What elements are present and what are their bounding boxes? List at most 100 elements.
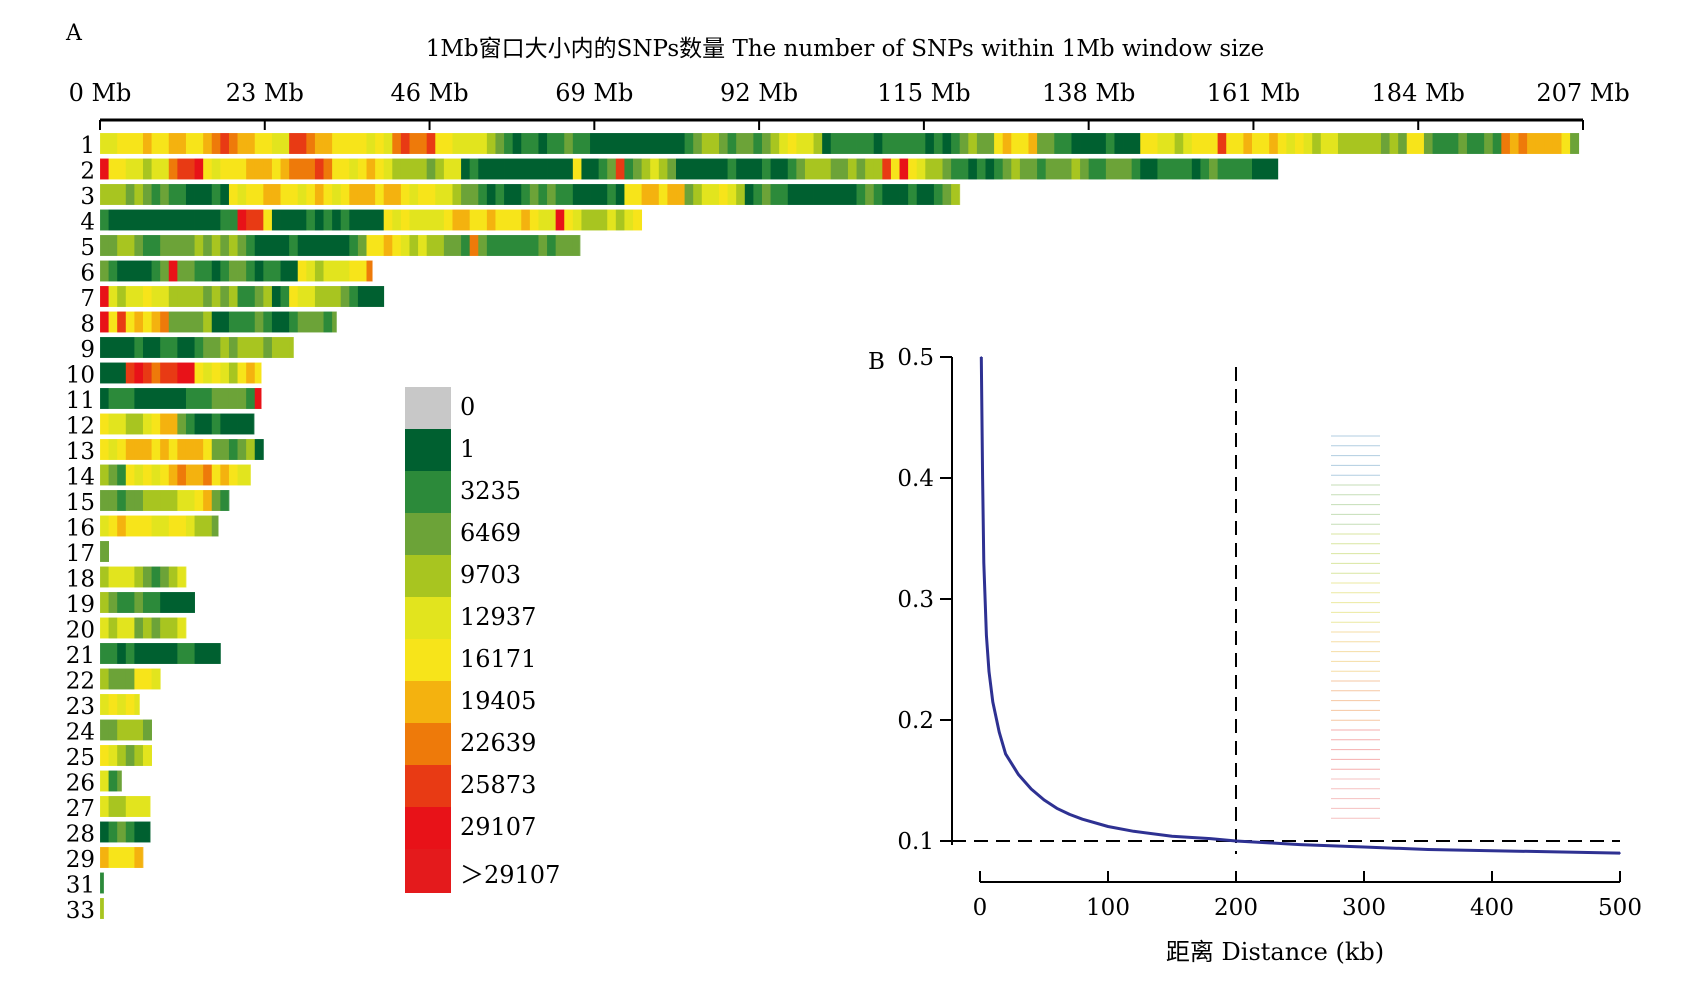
- density-cell: [254, 388, 262, 409]
- density-cell: [254, 158, 264, 180]
- density-cell: [100, 413, 109, 435]
- density-cell: [529, 158, 539, 180]
- density-cell: [117, 311, 127, 333]
- density-cell: [168, 362, 178, 384]
- legend-label: 25873: [460, 771, 536, 799]
- density-cell: [168, 311, 178, 333]
- chromosome-label: 31: [66, 873, 95, 899]
- chromosome-outline: [99, 515, 219, 537]
- density-cell: [108, 388, 118, 409]
- chromosome-bar: [99, 693, 140, 716]
- density-cell: [314, 133, 324, 154]
- density-cell: [366, 260, 373, 282]
- density-cell: [203, 413, 213, 435]
- density-cell: [340, 209, 350, 231]
- density-cell: [254, 439, 264, 460]
- density-cell: [125, 362, 135, 384]
- density-cell: [263, 209, 273, 231]
- density-cell: [211, 209, 221, 231]
- density-cell: [1028, 158, 1038, 180]
- density-cell: [1217, 133, 1227, 154]
- chromosome-bar: [99, 336, 294, 359]
- chromosome-outline: [99, 668, 162, 690]
- ld-decay-point: [1555, 851, 1557, 853]
- density-cell: [1157, 158, 1167, 180]
- density-cell: [271, 133, 281, 154]
- position-tick-label: 207 Mb: [1536, 79, 1629, 107]
- density-cell: [203, 388, 213, 409]
- density-cell: [125, 668, 135, 690]
- density-cell: [151, 235, 161, 256]
- density-cell: [142, 235, 152, 256]
- chromosome-bar: [99, 566, 187, 588]
- density-cell: [246, 286, 256, 307]
- density-cell: [151, 643, 161, 664]
- density-cell: [160, 439, 170, 460]
- density-cell: [392, 158, 402, 180]
- density-cell: [168, 617, 178, 639]
- chromosome-bar: [99, 183, 961, 206]
- density-cell: [177, 235, 187, 256]
- chromosome-label: 5: [80, 235, 95, 261]
- density-cell: [194, 286, 204, 307]
- density-cell: [598, 133, 608, 154]
- chromosome-outline: [99, 821, 151, 843]
- ld-decay-point: [1491, 849, 1493, 852]
- density-cell: [228, 158, 238, 180]
- density-cell: [555, 209, 565, 231]
- density-cell: [168, 337, 178, 358]
- chromosome-bar: [99, 260, 373, 282]
- density-cell: [1097, 133, 1107, 154]
- density-cell: [916, 133, 926, 154]
- density-cell: [125, 311, 135, 333]
- density-cell: [220, 184, 230, 205]
- density-cell: [959, 158, 969, 180]
- density-cell: [314, 286, 324, 307]
- density-cell: [890, 184, 900, 205]
- density-cell: [1200, 158, 1210, 180]
- legend-label: 1: [460, 435, 475, 463]
- density-cell: [504, 184, 514, 205]
- density-cell: [220, 133, 230, 154]
- chromosome-label: 20: [66, 618, 95, 644]
- density-cell: [443, 133, 453, 154]
- chromosome-label: 7: [80, 286, 95, 312]
- density-cell: [650, 133, 660, 154]
- density-cell: [933, 158, 943, 180]
- density-cell: [572, 184, 582, 205]
- density-cell: [452, 184, 462, 205]
- density-cell: [117, 260, 127, 282]
- density-cell: [624, 133, 634, 154]
- density-cell: [787, 184, 797, 205]
- density-cell: [847, 133, 857, 154]
- density-cell: [168, 643, 178, 664]
- density-cell: [125, 439, 135, 460]
- density-cell: [297, 311, 307, 333]
- density-cell: [108, 515, 118, 537]
- ld-decay-point: [1004, 753, 1007, 755]
- density-cell: [564, 158, 574, 180]
- density-cell: [323, 286, 333, 307]
- density-cell: [830, 184, 840, 205]
- density-cell: [246, 439, 256, 460]
- density-cell: [976, 133, 986, 154]
- density-cell: [847, 184, 857, 205]
- density-cell: [220, 209, 230, 231]
- density-cell: [160, 133, 170, 154]
- density-cell: [1441, 133, 1451, 154]
- density-cell: [1080, 158, 1090, 180]
- chromosome-outline: [99, 209, 645, 231]
- density-cell: [1123, 133, 1133, 154]
- density-cell: [134, 184, 144, 205]
- density-cell: [633, 133, 643, 154]
- density-cell: [693, 184, 703, 205]
- density-cell: [701, 184, 711, 205]
- density-cell: [117, 337, 127, 358]
- legend-swatch: [405, 681, 451, 724]
- density-cell: [203, 209, 213, 231]
- density-cell: [280, 209, 290, 231]
- density-cell: [504, 235, 514, 256]
- density-cell: [409, 133, 419, 154]
- legend-swatch: [405, 807, 451, 850]
- density-cell: [1037, 158, 1047, 180]
